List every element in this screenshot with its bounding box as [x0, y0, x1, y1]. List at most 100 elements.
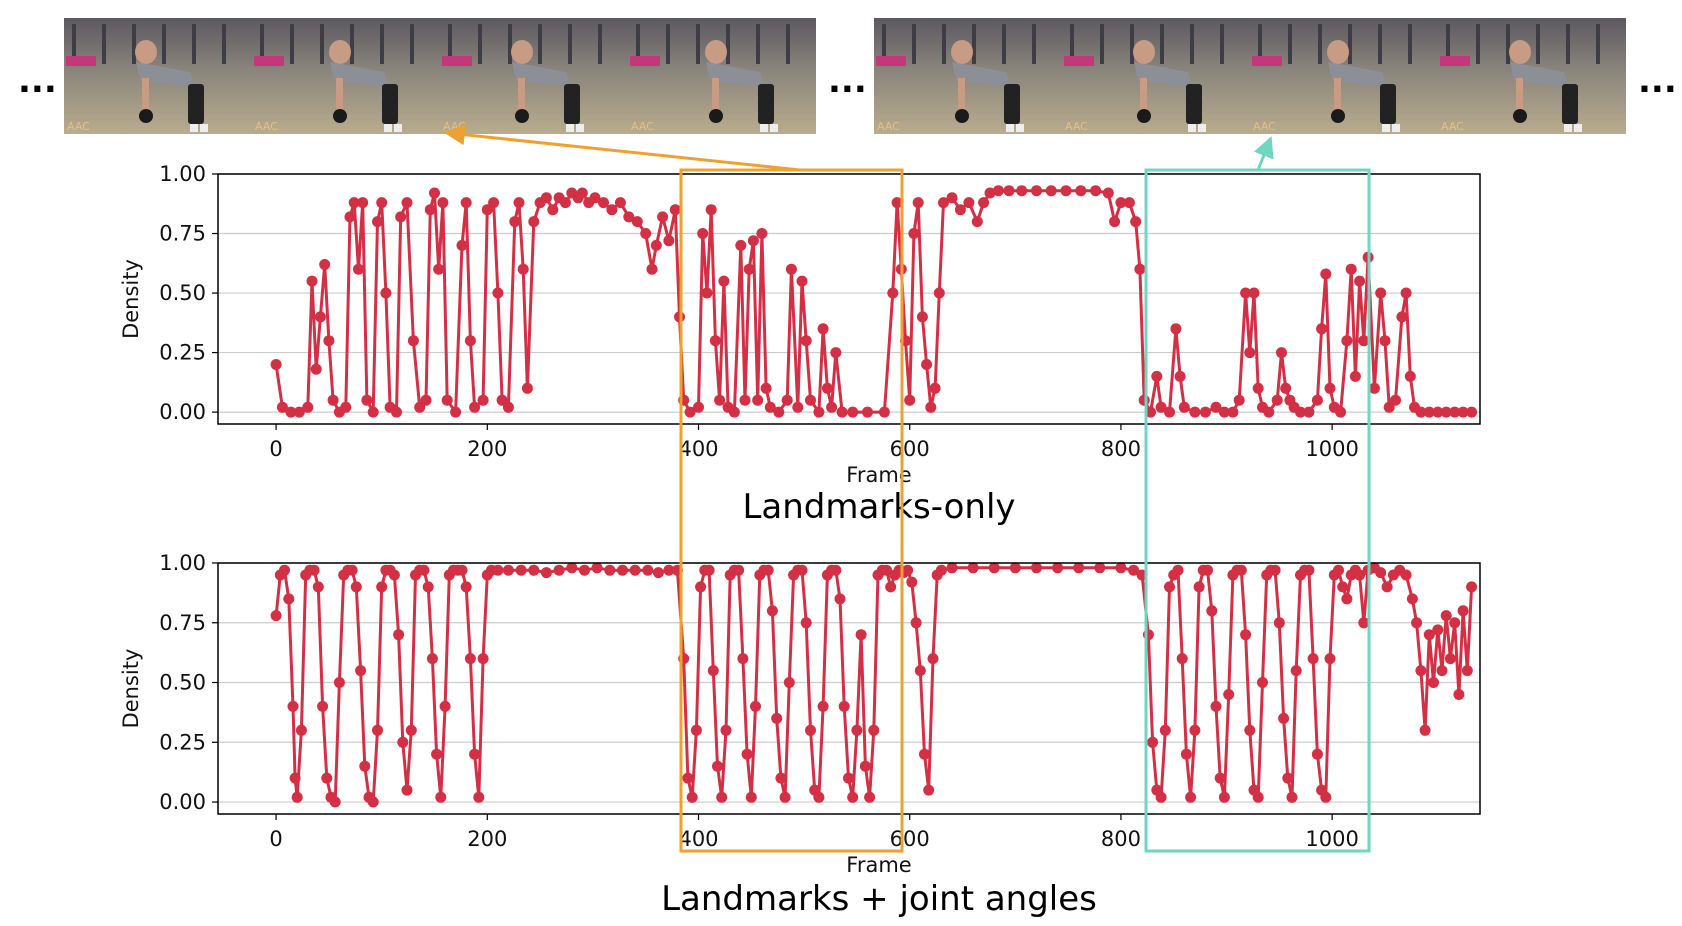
data-point [1423, 629, 1435, 641]
data-point [669, 204, 681, 216]
data-point [1090, 185, 1102, 197]
data-point [372, 724, 383, 736]
y-tick-label: 0.00 [159, 790, 206, 814]
data-point [701, 287, 713, 299]
data-point [657, 211, 669, 223]
x-tick-label: 800 [1101, 827, 1141, 851]
data-point [914, 665, 926, 677]
data-point [1199, 406, 1211, 418]
data-point [773, 406, 785, 418]
data-point [1155, 791, 1167, 803]
x-tick-label: 200 [467, 437, 507, 461]
data-point [1233, 394, 1245, 406]
data-point [1436, 665, 1448, 677]
data-point [1311, 748, 1323, 760]
data-point [705, 204, 717, 216]
data-point [921, 359, 933, 370]
data-point [686, 791, 698, 803]
data-point [764, 401, 776, 413]
data-point [1202, 564, 1213, 576]
data-point [796, 564, 808, 576]
data-point [728, 406, 740, 418]
data-point [1189, 406, 1201, 418]
thumbnail-watermark: AAC [67, 120, 90, 133]
data-point [372, 216, 383, 228]
data-point [1282, 772, 1294, 784]
data-point [690, 724, 702, 736]
data-point [963, 197, 975, 209]
data-point [805, 394, 816, 406]
data-point [312, 581, 324, 593]
data-point [433, 263, 445, 275]
data-point [847, 791, 859, 803]
data-point [1406, 593, 1418, 605]
data-point [287, 700, 299, 712]
data-point [775, 772, 787, 784]
data-point [1466, 406, 1478, 418]
data-point [629, 564, 641, 576]
data-point [1235, 564, 1247, 576]
data-point [800, 617, 812, 629]
data-point [306, 275, 318, 287]
data-point [946, 192, 958, 204]
data-point [718, 275, 730, 287]
data-point [735, 239, 747, 251]
data-point [783, 677, 795, 688]
data-point [1307, 653, 1319, 665]
data-point [431, 748, 443, 760]
data-point [295, 724, 307, 736]
axis-ticks: 0.00 0.25 0.50 0.75 1.00 0 200 400 600 800 1000 [159, 162, 1359, 461]
data-point [502, 564, 514, 576]
data-point [308, 564, 320, 576]
teal-arrow [1254, 136, 1274, 171]
y-tick-label: 0.75 [159, 222, 206, 246]
data-point [310, 363, 322, 375]
data-point [477, 394, 489, 406]
data-point [270, 610, 282, 622]
x-tick-label: 400 [678, 827, 718, 851]
data-point [836, 406, 848, 418]
data-point [422, 581, 434, 593]
data-point [1368, 382, 1380, 394]
data-point [623, 211, 635, 223]
data-point [933, 287, 945, 299]
data-point [397, 736, 409, 748]
chart-caption: Landmarks + joint angles [661, 879, 1097, 919]
data-point [547, 204, 559, 216]
data-point [1174, 370, 1186, 382]
data-point [885, 581, 897, 593]
data-point [847, 406, 859, 418]
data-point [327, 394, 339, 406]
data-point [925, 401, 937, 413]
data-point [1295, 406, 1306, 418]
video-frame-thumbnail: AAC [1062, 18, 1250, 134]
data-point [420, 394, 432, 406]
data-point [270, 359, 282, 370]
data-point [838, 700, 850, 712]
data-point [1269, 564, 1281, 576]
data-point [591, 562, 603, 574]
data-point [401, 197, 413, 209]
data-point [684, 406, 696, 418]
data-point [1109, 216, 1121, 228]
data-point [553, 564, 565, 576]
data-point [646, 263, 658, 275]
data-point [317, 700, 329, 712]
data-point [912, 197, 924, 209]
data-point [1404, 370, 1416, 382]
data-point [663, 564, 675, 576]
data-point [439, 700, 451, 712]
data-point [515, 564, 527, 576]
data-point [359, 760, 371, 772]
data-point [460, 581, 472, 593]
data-point [1303, 406, 1315, 418]
data-point [1411, 617, 1423, 629]
data-point [1333, 564, 1344, 576]
x-tick-label: 0 [269, 437, 282, 461]
chart-landmarks-joint-angles: 0.00 0.25 0.50 0.75 1.00 0 200 400 600 800 1000 Fr… [119, 551, 1481, 919]
y-tick-label: 0.25 [159, 341, 206, 365]
data-point [642, 564, 654, 576]
video-frame-thumbnail: AAC [440, 18, 628, 134]
data-point [1115, 197, 1127, 209]
